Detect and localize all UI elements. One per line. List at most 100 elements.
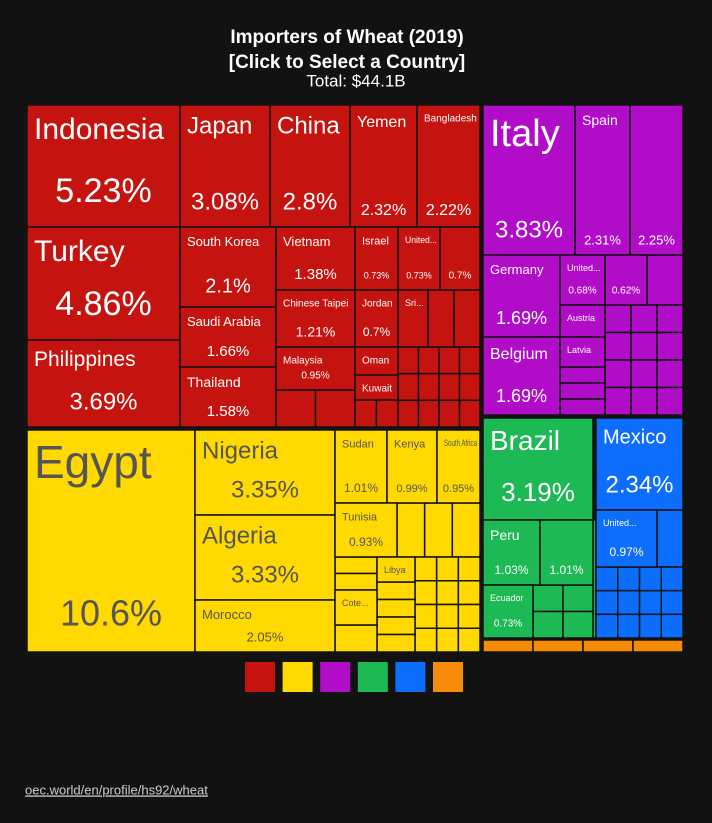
minor-tile (435, 603, 460, 629)
country-tile[interactable] (629, 104, 684, 256)
legend-swatch[interactable] (282, 662, 313, 692)
minor-tile (617, 589, 641, 616)
legend-swatch[interactable] (395, 662, 426, 692)
country-name: South Africa (444, 438, 477, 448)
minor-tile (414, 603, 438, 629)
minor-tile (457, 603, 481, 629)
country-name: Brazil (490, 425, 560, 456)
country-tile[interactable] (179, 226, 277, 308)
country-tile[interactable] (482, 584, 534, 639)
minor-tile (438, 346, 461, 375)
country-tile[interactable] (354, 289, 399, 348)
minor-tile (604, 359, 632, 389)
minor-tile (438, 372, 461, 402)
country-tile[interactable] (397, 226, 441, 291)
legend-swatch[interactable] (357, 662, 388, 692)
country-name: Philippines (34, 348, 136, 371)
value-label: 0.62% (612, 286, 640, 297)
minor-tile (314, 389, 356, 428)
minor-tile (482, 639, 534, 653)
country-name: United... (603, 518, 637, 528)
country-tile[interactable] (26, 339, 181, 428)
country-name: Turkey (34, 235, 125, 268)
value-label: 2.31% (584, 232, 621, 247)
country-tile[interactable] (334, 589, 378, 626)
country-name: Italy (490, 113, 560, 155)
legend-swatch[interactable] (433, 662, 463, 692)
value-label: 0.95% (301, 371, 329, 382)
total-label: Total: $44.1B (306, 71, 405, 90)
minor-tile (617, 613, 641, 639)
minor-tile (396, 502, 426, 558)
value-label: 1.01% (549, 563, 583, 577)
minor-tile (397, 372, 420, 402)
value-label: 3.83% (495, 216, 563, 243)
country-tile[interactable] (595, 509, 658, 568)
country-tile[interactable] (179, 306, 277, 368)
country-tile[interactable] (334, 502, 398, 558)
value-label: 0.93% (349, 535, 383, 549)
country-tile[interactable] (26, 104, 181, 228)
country-name: Kenya (394, 439, 426, 451)
minor-tile (660, 613, 684, 639)
value-label: 2.05% (247, 629, 284, 644)
value-label: 0.73% (364, 270, 390, 280)
country-tile[interactable] (275, 346, 356, 391)
value-label: 3.08% (191, 188, 259, 215)
country-name: United... (405, 235, 437, 245)
country-name: Spain (582, 112, 618, 128)
minor-tile (638, 613, 662, 639)
minor-tile (646, 254, 684, 306)
minor-tile (458, 399, 481, 428)
country-tile[interactable] (26, 429, 196, 653)
country-tile[interactable] (275, 289, 356, 348)
country-tile[interactable] (604, 254, 648, 306)
country-tile[interactable] (354, 374, 399, 401)
country-tile[interactable] (386, 429, 438, 504)
country-tile[interactable] (397, 289, 429, 348)
country-tile[interactable] (194, 429, 336, 516)
minor-tile (582, 639, 634, 653)
country-tile[interactable] (482, 104, 576, 256)
minor-tile (562, 610, 594, 639)
minor-tile (457, 580, 481, 606)
country-tile[interactable] (194, 599, 336, 653)
value-label: 2.1% (205, 275, 251, 297)
country-tile[interactable] (559, 336, 606, 368)
legend-swatch[interactable] (245, 662, 275, 692)
country-tile[interactable] (439, 226, 481, 291)
minor-tile (660, 566, 684, 592)
minor-tile (660, 589, 684, 616)
value-label: 4.86% (55, 285, 151, 323)
minor-tile (559, 366, 606, 384)
country-tile[interactable] (179, 366, 277, 428)
country-tile[interactable] (482, 254, 561, 338)
country-tile[interactable] (416, 104, 481, 228)
country-tile[interactable] (539, 519, 594, 586)
value-label: 2.34% (605, 471, 673, 498)
chart-subtitle[interactable]: [Click to Select a Country] (229, 52, 466, 73)
legend-swatch[interactable] (320, 662, 351, 692)
country-tile[interactable] (482, 336, 561, 416)
minor-tile (604, 386, 632, 416)
value-label: 0.68% (568, 286, 596, 297)
country-tile[interactable] (436, 429, 481, 504)
minor-tile (595, 613, 619, 639)
minor-tile (427, 289, 455, 348)
country-tile[interactable] (376, 556, 416, 583)
country-tile[interactable] (354, 346, 399, 376)
minor-tile (417, 399, 440, 428)
minor-tile (532, 584, 564, 613)
minor-tile (438, 399, 461, 428)
country-name: Saudi Arabia (187, 314, 261, 329)
country-name: Ecuador (490, 593, 524, 603)
minor-tile (397, 346, 420, 375)
value-label: 1.58% (207, 403, 250, 420)
country-name: Japan (187, 113, 252, 140)
value-label: 3.33% (231, 561, 299, 588)
country-name: Vietnam (283, 234, 330, 249)
country-name: Mexico (603, 426, 666, 448)
value-label: 1.21% (296, 324, 336, 340)
minor-tile (376, 633, 416, 653)
source-link[interactable]: oec.world/en/profile/hs92/wheat (25, 782, 208, 797)
